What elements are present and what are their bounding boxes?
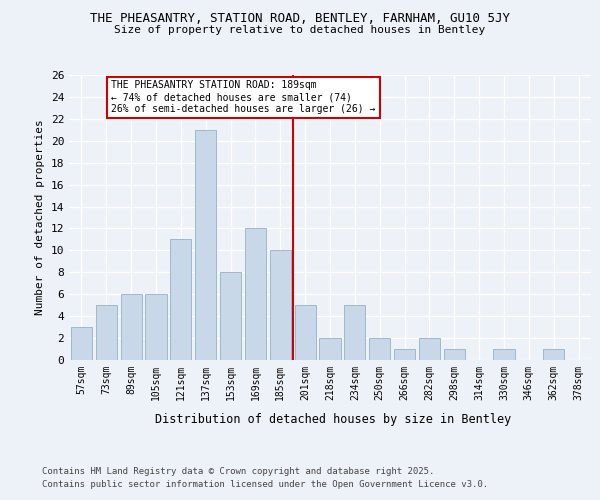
Text: THE PHEASANTRY, STATION ROAD, BENTLEY, FARNHAM, GU10 5JY: THE PHEASANTRY, STATION ROAD, BENTLEY, F… bbox=[90, 12, 510, 26]
Bar bbox=[121, 294, 142, 360]
Text: Contains HM Land Registry data © Crown copyright and database right 2025.: Contains HM Land Registry data © Crown c… bbox=[42, 468, 434, 476]
Bar bbox=[369, 338, 390, 360]
Bar bbox=[195, 130, 216, 360]
Bar bbox=[145, 294, 167, 360]
Y-axis label: Number of detached properties: Number of detached properties bbox=[35, 120, 45, 316]
Bar bbox=[295, 305, 316, 360]
Text: THE PHEASANTRY STATION ROAD: 189sqm
← 74% of detached houses are smaller (74)
26: THE PHEASANTRY STATION ROAD: 189sqm ← 74… bbox=[111, 80, 376, 114]
Bar bbox=[344, 305, 365, 360]
Bar bbox=[394, 349, 415, 360]
Bar bbox=[170, 240, 191, 360]
Bar bbox=[319, 338, 341, 360]
Bar bbox=[543, 349, 564, 360]
Text: Distribution of detached houses by size in Bentley: Distribution of detached houses by size … bbox=[155, 412, 511, 426]
Text: Contains public sector information licensed under the Open Government Licence v3: Contains public sector information licen… bbox=[42, 480, 488, 489]
Bar bbox=[419, 338, 440, 360]
Bar bbox=[71, 327, 92, 360]
Bar bbox=[444, 349, 465, 360]
Text: Size of property relative to detached houses in Bentley: Size of property relative to detached ho… bbox=[115, 25, 485, 35]
Bar bbox=[96, 305, 117, 360]
Bar bbox=[493, 349, 515, 360]
Bar bbox=[270, 250, 291, 360]
Bar bbox=[220, 272, 241, 360]
Bar bbox=[245, 228, 266, 360]
